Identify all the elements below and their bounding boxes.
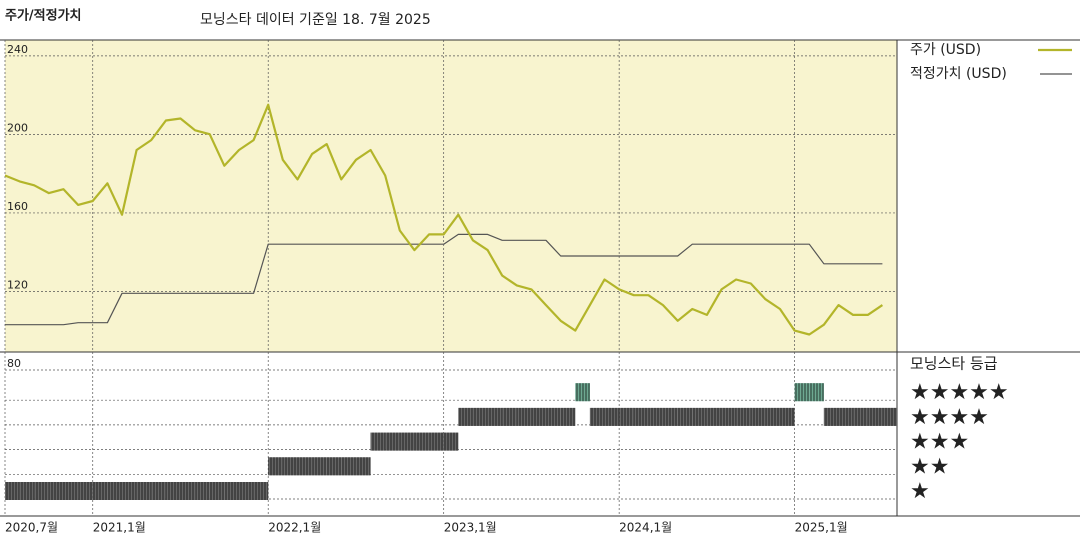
rating-bar-texture xyxy=(487,407,503,426)
plot-background xyxy=(5,40,897,352)
rating-bar-texture xyxy=(780,407,795,426)
rating-bar-texture xyxy=(195,482,210,500)
rating-bar-texture xyxy=(546,407,561,426)
rating-bar-texture xyxy=(399,432,415,451)
rating-bar-texture xyxy=(253,482,269,500)
rating-bar-texture xyxy=(619,407,634,426)
rating-bar-texture xyxy=(370,432,386,451)
rating-level-label: ★★★ xyxy=(910,430,969,455)
rating-bar-texture xyxy=(355,457,371,476)
rating-bar-texture xyxy=(633,407,649,426)
rating-bar-texture xyxy=(458,407,473,426)
rating-bar-texture xyxy=(268,457,283,476)
x-tick-label: 2023,1월 xyxy=(444,521,497,535)
rating-bar-texture xyxy=(765,407,781,426)
rating-bar-texture xyxy=(516,407,532,426)
rating-bar-texture xyxy=(692,407,707,426)
x-tick-label: 2020,7월 xyxy=(5,521,58,535)
rating-bar-texture xyxy=(414,432,430,451)
rating-bar-texture xyxy=(502,407,517,426)
legend-label: 주가 (USD) xyxy=(910,42,981,58)
rating-bar-texture xyxy=(809,383,824,402)
rating-bar-texture xyxy=(312,457,327,476)
rating-bar-texture xyxy=(92,482,108,500)
x-tick-label: 2024,1월 xyxy=(619,521,672,535)
rating-bar-texture xyxy=(63,482,79,500)
rating-bar-texture xyxy=(663,407,678,426)
rating-bar-texture xyxy=(838,407,854,426)
rating-bar-texture xyxy=(531,407,547,426)
rating-bar-texture xyxy=(209,482,225,500)
y-tick-label: 200 xyxy=(7,121,28,134)
rating-bar-texture xyxy=(282,457,298,476)
y-tick-label: 80 xyxy=(7,357,21,370)
rating-bar-texture xyxy=(78,482,93,500)
y-tick-label: 120 xyxy=(7,278,28,291)
rating-bar-texture xyxy=(604,407,620,426)
rating-level-label: ★ xyxy=(910,479,930,504)
rating-bar-texture xyxy=(385,432,400,451)
rating-bar-texture xyxy=(736,407,751,426)
chart-title: 주가/적정가치 xyxy=(5,8,82,24)
x-tick-label: 2021,1월 xyxy=(93,521,146,535)
rating-bar-texture xyxy=(224,482,239,500)
rating-bar-texture xyxy=(882,407,897,426)
series-line xyxy=(5,233,883,326)
rating-level-label: ★★★★ xyxy=(910,405,989,430)
x-tick-label: 2022,1월 xyxy=(268,521,321,535)
rating-bar-texture xyxy=(136,482,152,500)
rating-bar-texture xyxy=(19,482,35,500)
legend-label: 적정가치 (USD) xyxy=(910,66,1007,82)
rating-bar-texture xyxy=(429,432,444,451)
rating-level-label: ★★ xyxy=(910,454,949,479)
rating-bar-texture xyxy=(853,407,868,426)
rating-bar-texture xyxy=(297,457,313,476)
rating-bar-texture xyxy=(589,407,605,426)
rating-bar-texture xyxy=(443,432,459,451)
rating-bar-texture xyxy=(867,407,883,426)
rating-bar-texture xyxy=(794,383,810,402)
rating-bar-texture xyxy=(238,482,254,500)
rating-bar-texture xyxy=(341,457,356,476)
rating-bar-texture xyxy=(648,407,664,426)
rating-bar-texture xyxy=(180,482,196,500)
rating-bar-texture xyxy=(165,482,181,500)
rating-bar-texture xyxy=(121,482,137,500)
y-tick-label: 160 xyxy=(7,200,28,213)
y-tick-label: 240 xyxy=(7,43,28,56)
rating-bar-texture xyxy=(34,482,49,500)
x-tick-label: 2025,1월 xyxy=(795,521,848,535)
rating-bar-texture xyxy=(823,407,839,426)
rating-bar-texture xyxy=(48,482,64,500)
rating-bar-texture xyxy=(5,482,20,500)
rating-bar-texture xyxy=(472,407,488,426)
chart-subtitle: 모닝스타 데이터 기준일 18. 7월 2025 xyxy=(200,12,431,28)
rating-bar-texture xyxy=(560,407,576,426)
rating-bar-texture xyxy=(151,482,166,500)
rating-bar-texture xyxy=(721,407,737,426)
rating-bar-texture xyxy=(750,407,766,426)
rating-bar-texture xyxy=(706,407,722,426)
rating-title: 모닝스타 등급 xyxy=(910,355,998,373)
rating-bar-texture xyxy=(677,407,693,426)
rating-level-label: ★★★★★ xyxy=(910,380,1009,405)
series-line xyxy=(4,103,884,336)
rating-bar-texture xyxy=(326,457,342,476)
rating-bar-texture xyxy=(107,482,122,500)
rating-bar-texture xyxy=(575,383,590,402)
